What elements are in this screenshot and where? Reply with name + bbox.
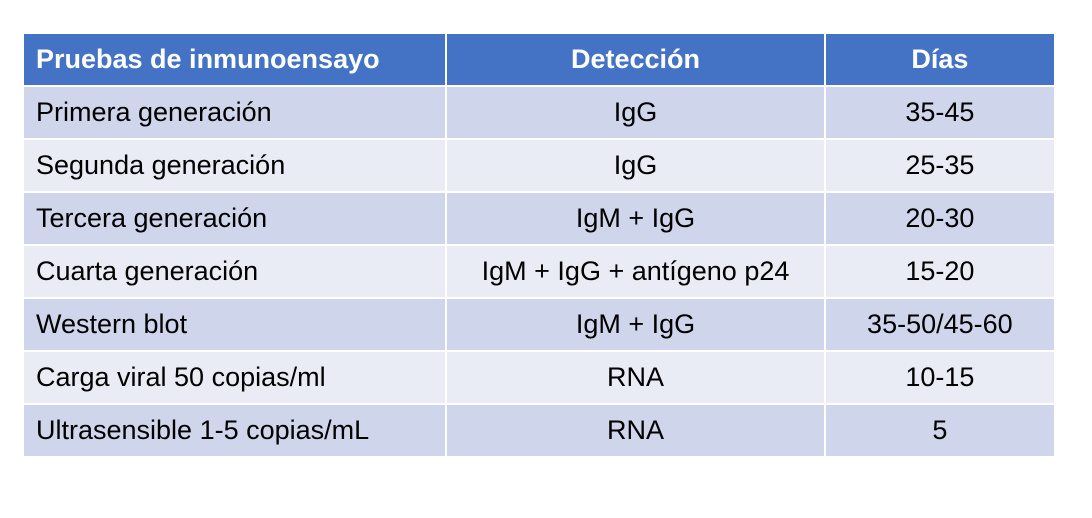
table-row: Carga viral 50 copias/ml RNA 10-15 xyxy=(21,350,1057,405)
table-row: Segunda generación IgG 25-35 xyxy=(21,138,1057,193)
header-cell: Pruebas de inmunoensayo xyxy=(21,32,448,87)
table-cell: 15-20 xyxy=(823,244,1057,299)
table-cell: Ultrasensible 1-5 copias/mL xyxy=(21,403,448,458)
table-cell: Primera generación xyxy=(21,85,448,140)
table-cell: 35-50/45-60 xyxy=(823,297,1057,352)
table-cell: IgM + IgG xyxy=(445,191,826,246)
table-cell: IgG xyxy=(445,138,826,193)
table-cell: 35-45 xyxy=(823,85,1057,140)
table-cell: 20-30 xyxy=(823,191,1057,246)
table-row: Tercera generación IgM + IgG 20-30 xyxy=(21,191,1057,246)
table-cell: IgG xyxy=(445,85,826,140)
table-cell: 10-15 xyxy=(823,350,1057,405)
header-cell: Días xyxy=(823,32,1057,87)
table-row: Western blot IgM + IgG 35-50/45-60 xyxy=(21,297,1057,352)
table-cell: 25-35 xyxy=(823,138,1057,193)
table-cell: RNA xyxy=(445,403,826,458)
table-cell: IgM + IgG + antígeno p24 xyxy=(445,244,826,299)
table-cell: Segunda generación xyxy=(21,138,448,193)
header-row: Pruebas de inmunoensayo Detección Días xyxy=(21,32,1057,87)
data-table: Pruebas de inmunoensayo Detección Días Pri… xyxy=(21,32,1057,458)
table-cell: RNA xyxy=(445,350,826,405)
table-body: Primera generación IgG 35-45 Segunda genera… xyxy=(21,85,1057,458)
table-row: Cuarta generación IgM + IgG + antígeno p2… xyxy=(21,244,1057,299)
header-cell: Detección xyxy=(445,32,826,87)
table-cell: Western blot xyxy=(21,297,448,352)
table-row: Primera generación IgG 35-45 xyxy=(21,85,1057,140)
table-row: Ultrasensible 1-5 copias/mL RNA 5 xyxy=(21,403,1057,458)
table-cell: 5 xyxy=(823,403,1057,458)
table-cell: Tercera generación xyxy=(21,191,448,246)
table-cell: Cuarta generación xyxy=(21,244,448,299)
table-cell: Carga viral 50 copias/ml xyxy=(21,350,448,405)
table-cell: IgM + IgG xyxy=(445,297,826,352)
